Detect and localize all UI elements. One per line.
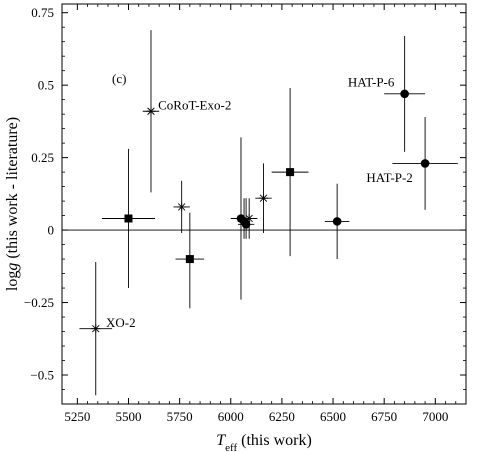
data-point-star — [258, 193, 268, 203]
x-axis-title-subscript: eff — [225, 442, 237, 452]
y-axis-title-prefix: log — [4, 271, 21, 291]
y-tick-label: 0.25 — [31, 150, 54, 165]
error-bar-layer — [79, 30, 458, 396]
data-point-square — [185, 255, 194, 264]
y-tick-label: 0.75 — [31, 5, 54, 20]
annotation-layer: CoRoT-Exo-2 HAT-P-6 HAT-P-2 XO-2 — [106, 74, 413, 330]
data-point-star — [177, 202, 187, 212]
plot-frame — [61, 3, 467, 405]
data-point-circle — [241, 219, 251, 229]
x-tick-label: 5750 — [167, 409, 193, 424]
y-tick-label: −0.5 — [30, 368, 54, 383]
y-axis-title-symbol: g — [4, 263, 21, 271]
point-annotation: CoRoT-Exo-2 — [158, 97, 231, 112]
x-tick-label: 5250 — [64, 409, 90, 424]
x-axis-title-symbol: T — [216, 432, 226, 449]
y-tick-label: 0.5 — [38, 78, 54, 93]
data-point-star — [91, 324, 101, 334]
data-point-circle — [400, 89, 409, 99]
x-axis-title-rest: (this work) — [237, 432, 312, 449]
data-point-star — [244, 213, 254, 223]
data-point-circle — [332, 217, 342, 226]
x-tick-label: 5500 — [115, 409, 141, 424]
x-tick-label: 6000 — [218, 409, 244, 424]
x-tick-label: 7000 — [422, 409, 448, 424]
y-axis-title-rest: (this work - literature) — [4, 117, 21, 263]
marker-layer — [91, 89, 430, 334]
y-axis-title: logg (this work - literature) — [4, 117, 21, 291]
point-annotation: XO-2 — [106, 315, 136, 330]
point-annotation: HAT-P-2 — [366, 170, 412, 185]
panel-label: (c) — [112, 71, 126, 86]
data-point-star — [146, 106, 156, 116]
x-tick-label: 6750 — [371, 409, 397, 424]
x-axis-title: Teff (this work) — [216, 432, 312, 452]
point-annotation: HAT-P-6 — [348, 74, 395, 89]
tick-layer: 5250 5500 5750 6000 6250 6500 6750 7000 −0.5 −0.2… — [24, 4, 466, 424]
x-tick-label: 6250 — [269, 409, 295, 424]
data-point-square — [124, 214, 133, 223]
x-tick-label: 6500 — [320, 409, 346, 424]
y-tick-label: 0 — [48, 223, 55, 238]
data-point-square — [286, 168, 295, 177]
y-tick-label: −0.25 — [24, 295, 54, 310]
data-point-circle — [420, 159, 430, 168]
